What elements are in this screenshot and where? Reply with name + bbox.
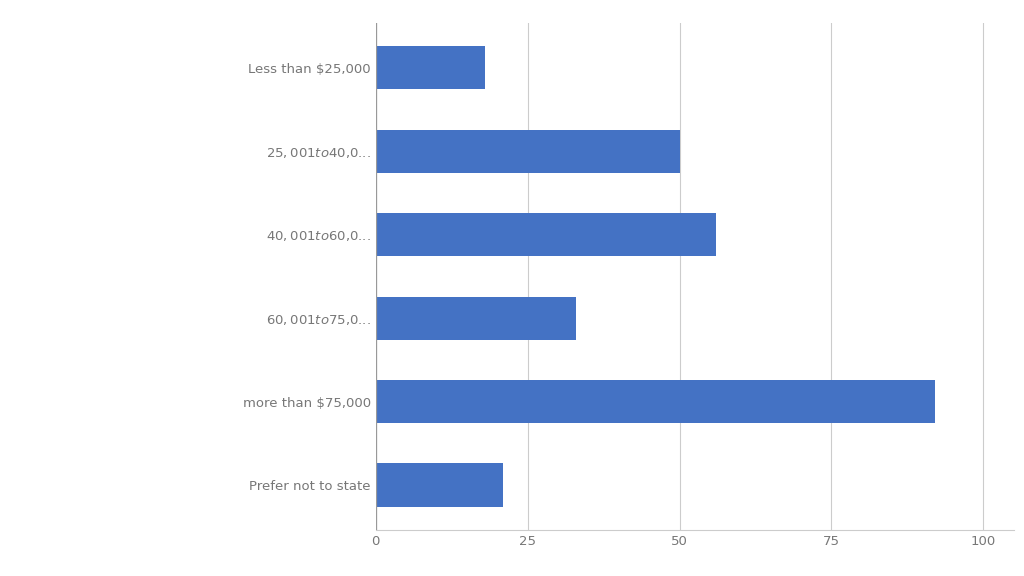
Text: 20.7% - $40,001 to $60,000: 20.7% - $40,001 to $60,000: [34, 408, 271, 427]
Text: HOW MUCH IS
YOUR COMBINED
HOUSEHOLD
INCOME?: HOW MUCH IS YOUR COMBINED HOUSEHOLD INCO…: [34, 115, 311, 237]
Bar: [376, 297, 577, 340]
Bar: [376, 46, 485, 89]
Bar: [376, 130, 680, 173]
Text: 18.4% - $25,001 to $40,000: 18.4% - $25,001 to $40,000: [34, 480, 271, 499]
Bar: [376, 213, 716, 256]
Bar: [376, 464, 504, 507]
Bar: [376, 380, 935, 423]
Text: 35.0% - more than $75,000: 35.0% - more than $75,000: [34, 336, 308, 355]
